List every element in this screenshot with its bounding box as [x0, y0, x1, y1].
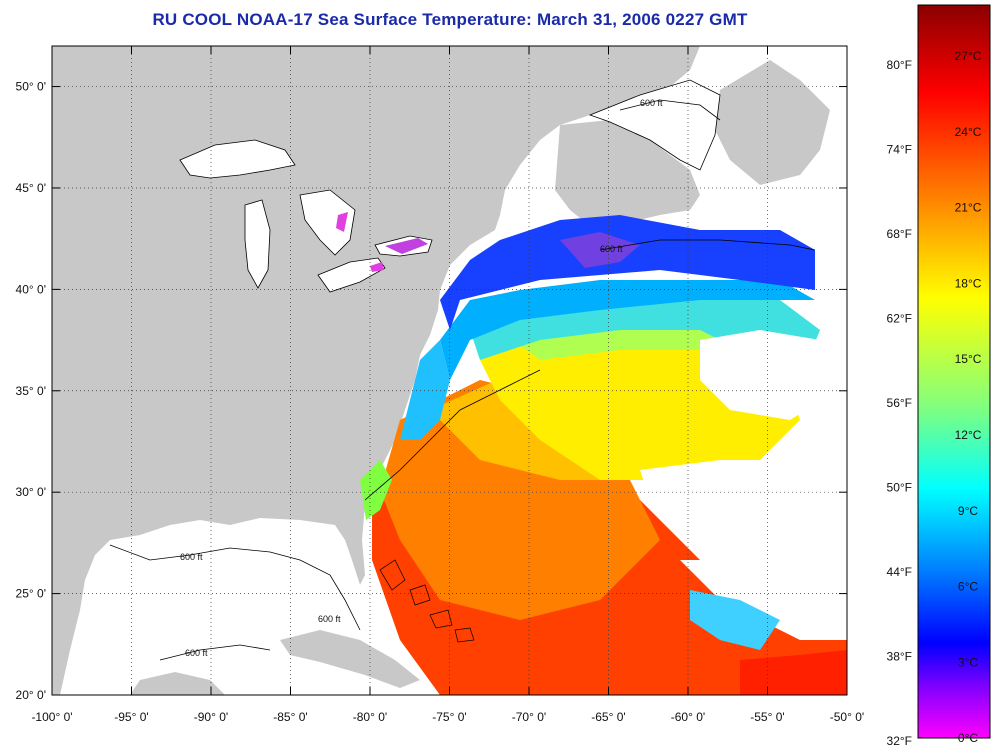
contour-label-gulf: 600 ft [180, 552, 203, 562]
colorbar-celsius-labels: 27°C 24°C 21°C 18°C 15°C 12°C 9°C 6°C 3°C 0°C [955, 49, 982, 745]
lon-tick-label: -75° 0' [432, 710, 466, 724]
lake-pink-1 [336, 212, 348, 232]
colorbar-fahrenheit-label: 62°F [887, 312, 912, 326]
gridlines [52, 46, 847, 695]
lon-tick-label: -90° 0' [194, 710, 228, 724]
colorbar-celsius-label: 27°C [955, 49, 982, 63]
lake-huron [299, 189, 356, 256]
colorbar [917, 4, 991, 739]
lon-tick-label: -80° 0' [353, 710, 387, 724]
colorbar-fahrenheit-label: 32°F [887, 734, 912, 748]
colorbar-celsius-label: 12°C [955, 428, 982, 442]
colorbar-celsius-label: 0°C [958, 731, 978, 745]
lake-superior [179, 139, 296, 179]
sst-field [360, 215, 847, 695]
latitude-axis: 20° 0' 25° 0' 30° 0' 35° 0' 40° 0' 45° 0' 50° … [16, 80, 847, 702]
lat-tick-label: 40° 0' [16, 282, 46, 296]
colorbar-celsius-label: 15°C [955, 352, 982, 366]
lat-tick-label: 35° 0' [16, 384, 46, 398]
land-north-america [52, 46, 700, 695]
colorbar-celsius-label: 24°C [955, 125, 982, 139]
colorbar-fahrenheit-label: 74°F [887, 143, 912, 157]
lon-tick-label: -85° 0' [273, 710, 307, 724]
land-yucatan [130, 672, 225, 695]
lat-tick-label: 20° 0' [16, 688, 46, 702]
lon-tick-label: -70° 0' [512, 710, 546, 724]
colorbar-fahrenheit-label: 44°F [887, 565, 912, 579]
colorbar-celsius-label: 9°C [958, 504, 978, 518]
lake-pink-2 [385, 238, 428, 254]
lat-tick-label: 30° 0' [16, 485, 46, 499]
bahamas-islands [379, 559, 475, 643]
colorbar-fahrenheit-label: 56°F [887, 396, 912, 410]
lat-tick-label: 45° 0' [16, 181, 46, 195]
chart-title: RU COOL NOAA-17 Sea Surface Temperature:… [152, 10, 748, 29]
lon-tick-label: -50° 0' [830, 710, 864, 724]
gulf-st-lawrence [588, 79, 721, 171]
colorbar-celsius-label: 3°C [958, 655, 978, 669]
land-maritimes [555, 120, 700, 230]
lon-tick-label: -55° 0' [750, 710, 784, 724]
longitude-axis: -100° 0' -95° 0' -90° 0' -85° 0' -80° 0' -75°… [31, 46, 864, 724]
colorbar-fahrenheit-label: 80°F [887, 58, 912, 72]
colorbar-celsius-label: 18°C [955, 276, 982, 290]
colorbar-fahrenheit-label: 50°F [887, 481, 912, 495]
lon-tick-label: -95° 0' [114, 710, 148, 724]
contour-label-st-lawrence: 600 ft [640, 98, 663, 108]
lon-tick-label: -100° 0' [31, 710, 72, 724]
land-cuba [280, 630, 420, 688]
contour-label-florida: 600 ft [318, 614, 341, 624]
lake-erie [317, 257, 386, 293]
lat-tick-label: 25° 0' [16, 587, 46, 601]
lake-michigan [244, 199, 271, 289]
lon-tick-label: -60° 0' [671, 710, 705, 724]
colorbar-fahrenheit-labels: 80°F 74°F 68°F 62°F 56°F 50°F 44°F 38°F 32°F [887, 58, 912, 748]
colorbar-celsius-label: 6°C [958, 580, 978, 594]
colorbar-fahrenheit-label: 38°F [887, 650, 912, 664]
contour-label-yucatan: 600 ft [185, 648, 208, 658]
lake-pink-3 [370, 262, 384, 272]
land-newfoundland [715, 60, 830, 185]
lon-tick-label: -65° 0' [591, 710, 625, 724]
colorbar-celsius-label: 21°C [955, 201, 982, 215]
depth-contours [109, 99, 816, 661]
lat-tick-label: 50° 0' [16, 80, 46, 94]
colorbar-fahrenheit-label: 68°F [887, 227, 912, 241]
contour-label-gulf-of-maine: 600 ft [600, 244, 623, 254]
